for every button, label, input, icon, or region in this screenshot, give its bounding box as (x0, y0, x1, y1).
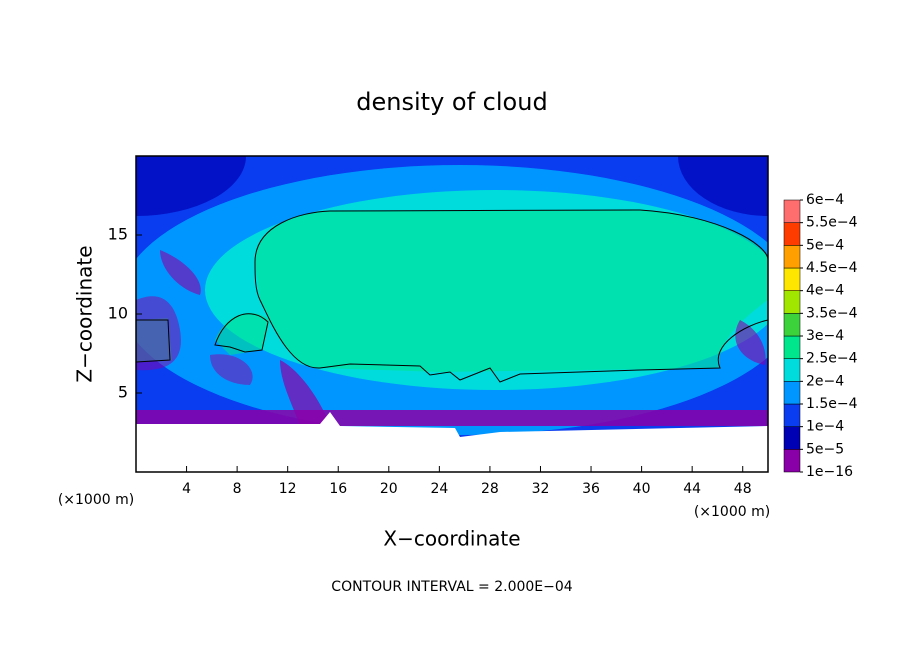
chart-title: density of cloud (356, 88, 547, 116)
x-tick-label: 16 (329, 481, 347, 497)
y-axis-unit: (×1000 m) (58, 492, 134, 508)
colorbar-label: 3.5e−4 (806, 305, 858, 321)
colorbar-label: 1e−4 (806, 419, 844, 435)
field-layer (255, 210, 768, 372)
colorbar-label: 1.5e−4 (806, 396, 858, 412)
x-tick-label: 28 (481, 481, 499, 497)
field-corner (136, 156, 246, 216)
colorbar-label: 5e−5 (806, 441, 844, 457)
x-tick-label: 12 (279, 481, 297, 497)
colorbar-label: 2e−4 (806, 373, 844, 389)
x-tick-label: 36 (582, 481, 600, 497)
x-tick-label: 32 (532, 481, 550, 497)
colorbar-label: 6e−4 (806, 192, 844, 208)
colorbar-label: 5.5e−4 (806, 215, 858, 231)
x-tick-label: 44 (683, 481, 701, 497)
x-tick-label: 40 (633, 481, 651, 497)
y-tick-label: 5 (118, 383, 128, 402)
colorbar-swatch (783, 403, 801, 427)
field-corner (678, 156, 768, 216)
field-purple (210, 354, 253, 385)
x-axis-label: X−coordinate (383, 527, 520, 551)
colorbar-label: 5e−4 (806, 237, 844, 253)
field-purple (136, 410, 768, 426)
colorbar-swatch (783, 313, 801, 337)
y-tick-label: 10 (108, 304, 128, 323)
colorbar-swatch (783, 290, 801, 314)
colorbar-swatch (783, 358, 801, 382)
colorbar-swatch (783, 381, 801, 405)
colorbar-label: 1e−16 (806, 464, 853, 480)
colorbar-swatch (783, 335, 801, 359)
field-purple (160, 250, 201, 295)
field (136, 156, 768, 472)
field-layer (215, 312, 270, 355)
contour-line (136, 209, 768, 383)
field-empty (136, 412, 768, 472)
colorbar-swatch (783, 222, 801, 246)
colorbar-label: 4e−4 (806, 283, 844, 299)
colorbar-label: 2.5e−4 (806, 351, 858, 367)
field-purple (280, 360, 330, 425)
colorbar-label: 3e−4 (806, 328, 844, 344)
annotation: CONTOUR INTERVAL = 2.000E−04 (331, 579, 572, 595)
y-tick-label: 15 (108, 225, 128, 244)
y-axis-label: Z−coordinate (73, 245, 97, 382)
x-tick-label: 8 (233, 481, 242, 497)
x-axis-unit: (×1000 m) (694, 504, 770, 520)
colorbar-swatch (783, 245, 801, 269)
colorbar-swatch (783, 267, 801, 291)
x-tick-label: 20 (380, 481, 398, 497)
x-tick-label: 24 (430, 481, 448, 497)
colorbar-label: 4.5e−4 (806, 260, 858, 276)
colorbar-swatch (783, 449, 801, 473)
x-tick-label: 48 (734, 481, 752, 497)
x-tick-label: 4 (182, 481, 191, 497)
colorbar-swatch (783, 426, 801, 450)
colorbar-swatch (783, 199, 801, 223)
field-purple (735, 320, 766, 365)
